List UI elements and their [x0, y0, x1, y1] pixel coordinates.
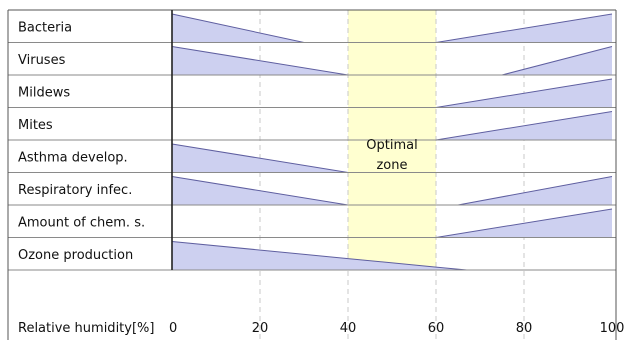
area-edge-3-0	[435, 111, 613, 141]
area-edge-4-0	[171, 143, 349, 173]
row-label: Viruses	[18, 53, 66, 68]
area-edge-1-1	[501, 46, 613, 76]
x-tick-label: 100	[600, 321, 625, 336]
area-edge-0-0	[171, 13, 305, 43]
area-7-1	[348, 258, 436, 270]
area-edge-5-0	[171, 176, 349, 206]
optimal-zone-label: Optimal	[366, 138, 417, 153]
area-edge-7-1	[347, 258, 437, 268]
area-edge-6-0	[435, 208, 613, 238]
row-label: Bacteria	[18, 20, 72, 35]
optimal-zone-label: zone	[376, 158, 407, 173]
row-label: Ozone production	[18, 248, 133, 263]
row-label: Respiratory infec.	[18, 183, 132, 198]
area-edge-1-0	[171, 46, 349, 76]
x-tick-label: 40	[340, 321, 357, 336]
row-label: Amount of chem. s.	[18, 215, 145, 230]
row-label: Asthma develop.	[18, 150, 128, 165]
row-label: Mites	[18, 118, 53, 133]
area-edge-7-0	[171, 241, 349, 260]
x-axis-label: Relative humidity[%]	[18, 321, 154, 336]
area-7-0	[172, 241, 348, 270]
area-edge-5-1	[457, 176, 613, 206]
area-edge-0-1	[435, 13, 613, 43]
row-label: Mildews	[18, 85, 70, 100]
area-edge-2-0	[435, 78, 613, 108]
x-tick-label: 60	[428, 321, 445, 336]
x-tick-label: 80	[516, 321, 533, 336]
x-tick-label: 0	[169, 321, 177, 336]
x-tick-label: 20	[252, 321, 269, 336]
